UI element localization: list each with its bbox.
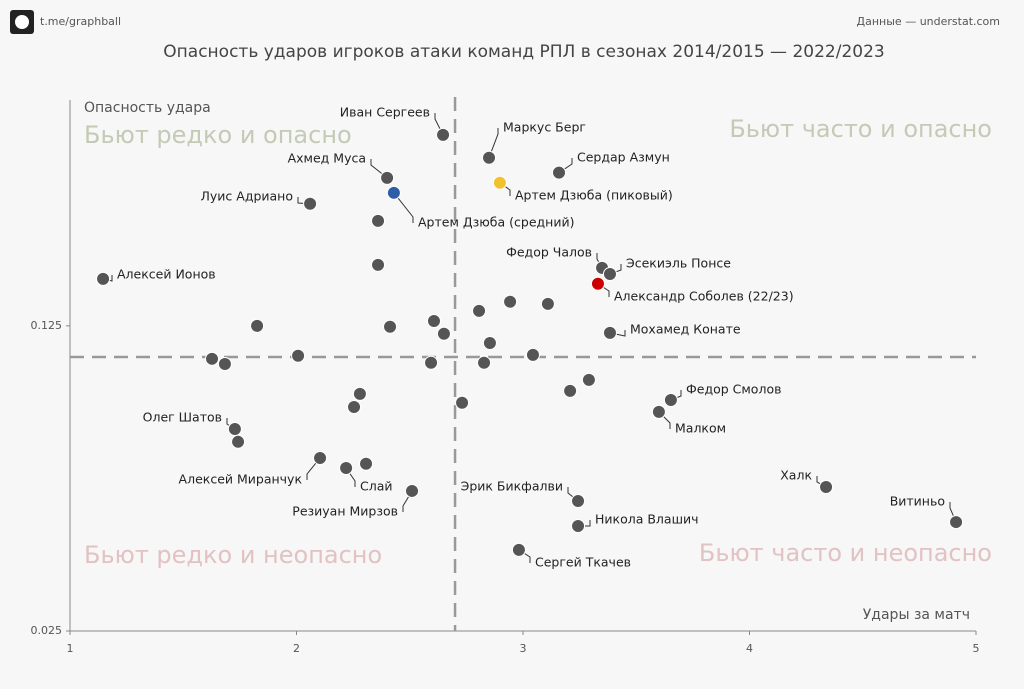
point-label: Никола Влашич bbox=[595, 512, 699, 527]
point bbox=[602, 325, 617, 340]
point-label: Витиньо bbox=[890, 494, 945, 509]
quadrant-label: Бьют редко и неопасно bbox=[84, 541, 382, 569]
point bbox=[503, 294, 518, 309]
point-label: Алексей Ионов bbox=[117, 267, 216, 282]
x-tick-label: 3 bbox=[520, 642, 527, 655]
point bbox=[386, 185, 401, 200]
point-label: Малком bbox=[675, 421, 726, 436]
point bbox=[472, 303, 487, 318]
point bbox=[205, 351, 220, 366]
point-label: Сергей Ткачев bbox=[535, 555, 631, 570]
x-axis-label: Удары за матч bbox=[863, 607, 970, 623]
point bbox=[482, 150, 497, 165]
point bbox=[552, 165, 567, 180]
point bbox=[96, 271, 111, 286]
point-label: Луис Адриано bbox=[201, 189, 294, 204]
point-label: Артем Дзюба (средний) bbox=[418, 215, 574, 230]
y-axis-label: Опасность удара bbox=[84, 100, 211, 116]
point bbox=[359, 456, 374, 471]
point bbox=[231, 434, 246, 449]
point bbox=[250, 318, 265, 333]
point bbox=[571, 519, 586, 534]
point bbox=[590, 276, 605, 291]
point-label: Алексей Миранчук bbox=[179, 472, 303, 487]
point-label: Мохамед Конате bbox=[630, 322, 741, 337]
point-label: Ахмед Муса bbox=[288, 151, 366, 166]
chart-title: Опасность ударов игроков атаки команд РП… bbox=[163, 42, 884, 62]
leader-line bbox=[393, 192, 414, 223]
point-label: Иван Сергеев bbox=[340, 105, 430, 120]
point bbox=[949, 515, 964, 530]
point bbox=[339, 461, 354, 476]
point bbox=[540, 296, 555, 311]
quadrant-label: Бьют часто и опасно bbox=[729, 115, 992, 143]
x-tick-label: 1 bbox=[67, 642, 74, 655]
logo-ball bbox=[15, 15, 29, 29]
point bbox=[477, 355, 492, 370]
point bbox=[217, 357, 232, 371]
point bbox=[313, 450, 328, 465]
point bbox=[227, 421, 242, 436]
point bbox=[571, 494, 586, 509]
point bbox=[455, 395, 470, 410]
point-label: Слай bbox=[360, 479, 393, 494]
source-right: Данные — understat.com bbox=[857, 15, 1000, 28]
point bbox=[525, 347, 540, 362]
point-label: Маркус Берг bbox=[503, 120, 586, 135]
point bbox=[663, 393, 678, 408]
point-label: Сердар Азмун bbox=[577, 150, 670, 165]
point-label: Артем Дзюба (пиковый) bbox=[515, 188, 673, 203]
leader-line bbox=[488, 128, 499, 158]
point bbox=[347, 400, 362, 415]
point bbox=[482, 335, 497, 350]
point bbox=[352, 386, 367, 401]
point-label: Резиуан Мирзов bbox=[292, 504, 398, 519]
point bbox=[383, 319, 398, 334]
point bbox=[303, 196, 318, 211]
point bbox=[602, 266, 617, 281]
source-left: t.me/graphball bbox=[40, 15, 121, 28]
quadrant-label: Бьют часто и неопасно bbox=[699, 539, 992, 567]
point bbox=[651, 404, 666, 419]
point bbox=[511, 542, 526, 557]
point bbox=[291, 348, 306, 363]
point bbox=[819, 479, 834, 494]
point bbox=[436, 127, 451, 142]
point-label: Федор Смолов bbox=[686, 382, 781, 397]
point bbox=[426, 313, 441, 328]
point bbox=[371, 213, 386, 228]
point-label: Олег Шатов bbox=[143, 410, 222, 425]
x-tick-label: 2 bbox=[293, 642, 300, 655]
y-tick-label: 0.125 bbox=[31, 319, 63, 332]
point bbox=[563, 383, 578, 398]
x-tick-label: 4 bbox=[746, 642, 753, 655]
point bbox=[581, 372, 596, 387]
point bbox=[371, 257, 386, 272]
x-tick-label: 5 bbox=[973, 642, 980, 655]
y-tick-label: 0.025 bbox=[31, 624, 63, 637]
point-label: Халк bbox=[780, 468, 812, 483]
quadrant-label: Бьют редко и опасно bbox=[84, 121, 352, 149]
point bbox=[424, 355, 439, 370]
point-label: Эрик Бикфалви bbox=[461, 479, 563, 494]
point-label: Эсекиэль Понсе bbox=[626, 256, 731, 271]
point bbox=[380, 170, 395, 185]
point bbox=[405, 483, 420, 498]
point-label: Федор Чалов bbox=[506, 245, 592, 260]
point bbox=[492, 175, 507, 190]
point-label: Александр Соболев (22/23) bbox=[614, 289, 794, 304]
point bbox=[436, 326, 451, 341]
